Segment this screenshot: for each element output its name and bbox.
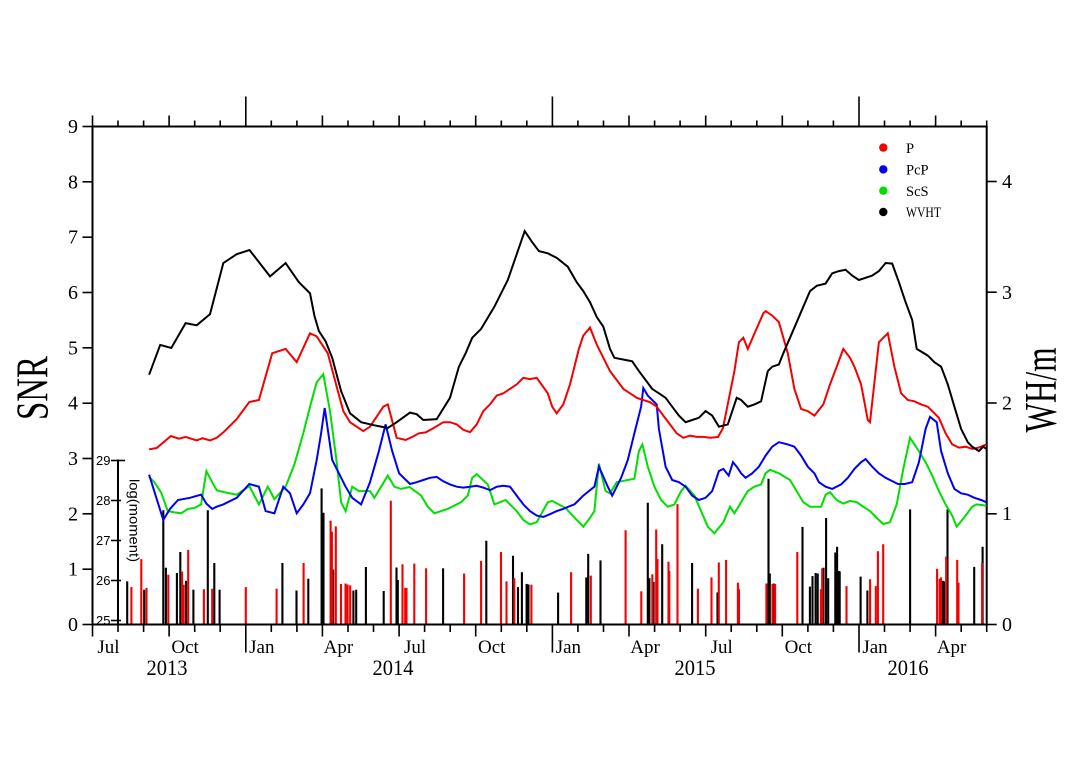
svg-text:2: 2 bbox=[1002, 393, 1012, 415]
svg-text:P: P bbox=[906, 141, 914, 157]
svg-text:0: 0 bbox=[68, 614, 78, 636]
svg-text:Apr: Apr bbox=[630, 637, 660, 658]
svg-text:7: 7 bbox=[68, 227, 78, 249]
svg-text:Apr: Apr bbox=[324, 637, 354, 658]
svg-text:1: 1 bbox=[1002, 503, 1012, 525]
svg-text:25: 25 bbox=[96, 613, 110, 628]
svg-text:0: 0 bbox=[1002, 614, 1012, 636]
svg-text:log(moment): log(moment) bbox=[127, 479, 142, 562]
svg-text:9: 9 bbox=[68, 116, 78, 138]
svg-text:27: 27 bbox=[96, 533, 110, 548]
svg-text:4: 4 bbox=[68, 393, 78, 415]
svg-text:2015: 2015 bbox=[675, 655, 716, 680]
svg-text:PcP: PcP bbox=[906, 163, 929, 179]
svg-text:4: 4 bbox=[1002, 171, 1012, 193]
svg-text:3: 3 bbox=[1002, 282, 1012, 304]
svg-text:3: 3 bbox=[68, 448, 78, 470]
svg-text:Apr: Apr bbox=[937, 637, 967, 658]
svg-text:Oct: Oct bbox=[478, 637, 506, 658]
svg-text:2014: 2014 bbox=[373, 655, 414, 680]
svg-text:1: 1 bbox=[68, 559, 78, 581]
svg-text:8: 8 bbox=[68, 171, 78, 193]
svg-text:6: 6 bbox=[68, 282, 78, 304]
svg-text:2016: 2016 bbox=[888, 655, 929, 680]
svg-text:WH/m: WH/m bbox=[1016, 348, 1066, 433]
svg-text:Jul: Jul bbox=[97, 637, 119, 658]
svg-text:Jul: Jul bbox=[404, 637, 426, 658]
svg-text:29: 29 bbox=[96, 453, 110, 468]
svg-text:5: 5 bbox=[68, 337, 78, 359]
svg-text:Jan: Jan bbox=[862, 637, 888, 658]
svg-text:2: 2 bbox=[68, 503, 78, 525]
svg-text:26: 26 bbox=[96, 573, 110, 588]
svg-text:Jul: Jul bbox=[711, 637, 733, 658]
svg-text:2013: 2013 bbox=[147, 655, 188, 680]
svg-text:28: 28 bbox=[96, 493, 110, 508]
svg-text:ScS: ScS bbox=[906, 184, 929, 200]
svg-text:Oct: Oct bbox=[171, 637, 199, 658]
svg-text:SNR: SNR bbox=[8, 356, 58, 420]
svg-text:Jan: Jan bbox=[556, 637, 582, 658]
svg-text:Jan: Jan bbox=[249, 637, 275, 658]
svg-text:Oct: Oct bbox=[785, 637, 813, 658]
svg-text:WVHT: WVHT bbox=[906, 205, 941, 221]
